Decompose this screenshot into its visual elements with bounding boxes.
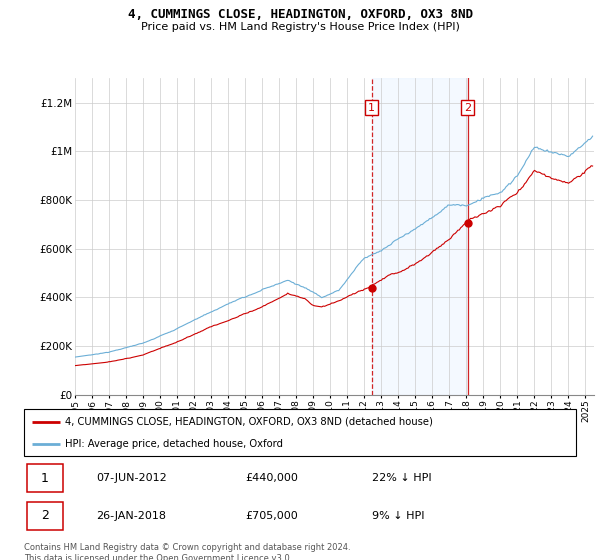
FancyBboxPatch shape — [27, 464, 62, 492]
Text: 4, CUMMINGS CLOSE, HEADINGTON, OXFORD, OX3 8ND: 4, CUMMINGS CLOSE, HEADINGTON, OXFORD, O… — [128, 8, 473, 21]
FancyBboxPatch shape — [24, 409, 576, 456]
Text: Price paid vs. HM Land Registry's House Price Index (HPI): Price paid vs. HM Land Registry's House … — [140, 22, 460, 32]
Text: 1: 1 — [41, 472, 49, 484]
Text: Contains HM Land Registry data © Crown copyright and database right 2024.
This d: Contains HM Land Registry data © Crown c… — [24, 543, 350, 560]
Text: HPI: Average price, detached house, Oxford: HPI: Average price, detached house, Oxfo… — [65, 438, 283, 449]
Text: 22% ↓ HPI: 22% ↓ HPI — [372, 473, 431, 483]
Text: 9% ↓ HPI: 9% ↓ HPI — [372, 511, 424, 521]
Text: 26-JAN-2018: 26-JAN-2018 — [96, 511, 166, 521]
Text: 07-JUN-2012: 07-JUN-2012 — [96, 473, 167, 483]
Text: 2: 2 — [41, 510, 49, 522]
FancyBboxPatch shape — [27, 502, 62, 530]
Bar — [372, 78, 467, 395]
Text: 4, CUMMINGS CLOSE, HEADINGTON, OXFORD, OX3 8ND (detached house): 4, CUMMINGS CLOSE, HEADINGTON, OXFORD, O… — [65, 417, 433, 427]
Text: 1: 1 — [368, 102, 375, 113]
Text: £440,000: £440,000 — [245, 473, 298, 483]
Text: £705,000: £705,000 — [245, 511, 298, 521]
Text: 2: 2 — [464, 102, 471, 113]
